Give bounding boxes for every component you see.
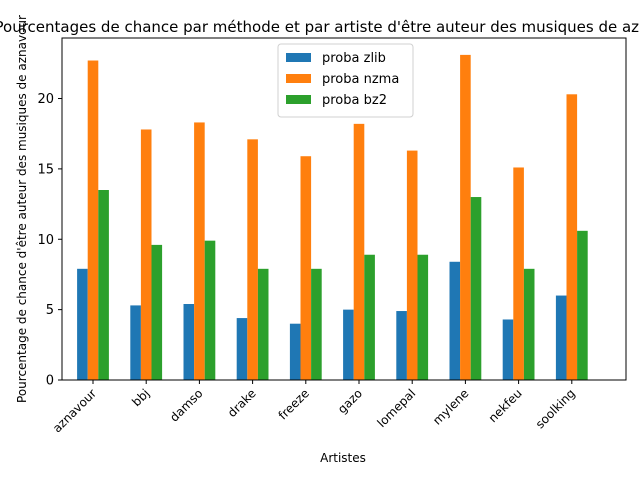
bar-proba-nzma-aznavour	[87, 60, 99, 380]
bar-proba-nzma-bbj	[140, 129, 152, 380]
x-tick-label: soolking	[533, 386, 578, 431]
bar-proba-zlib-soolking	[555, 295, 567, 380]
legend-swatch	[286, 74, 311, 83]
bar-proba-bz2-freeze	[311, 268, 322, 380]
x-tick-label: drake	[225, 386, 259, 420]
legend-swatch	[286, 95, 311, 104]
bar-proba-bz2-gazo	[364, 254, 375, 380]
bar-proba-bz2-soolking	[577, 230, 588, 380]
y-tick-label: 15	[37, 162, 54, 177]
bar-proba-bz2-bbj	[151, 244, 163, 380]
bar-proba-nzma-gazo	[353, 123, 365, 380]
y-tick-label: 10	[37, 233, 54, 248]
x-tick-label: mylene	[430, 386, 471, 427]
bar-proba-bz2-lomepal	[417, 254, 429, 380]
y-axis-label: Pourcentage de chance d'être auteur des …	[15, 15, 29, 403]
x-tick-label: gazo	[335, 386, 365, 416]
bar-proba-bz2-nekfeu	[523, 268, 535, 380]
bar-proba-nzma-freeze	[300, 156, 312, 380]
legend: proba zlib proba nzma proba bz2	[277, 43, 414, 118]
bar-proba-zlib-bbj	[130, 305, 141, 380]
plot-frame	[61, 37, 627, 381]
x-tick-label: bbj	[129, 386, 152, 409]
bar-proba-nzma-damso	[194, 122, 205, 380]
x-axis-label: Artistes	[320, 451, 366, 465]
legend-box	[277, 43, 414, 118]
bars	[77, 54, 588, 381]
x-tick-label: lomepal	[374, 386, 418, 430]
legend-swatch	[286, 53, 311, 62]
bar-proba-zlib-aznavour	[77, 268, 88, 380]
bar-proba-zlib-freeze	[289, 323, 301, 380]
bar-proba-zlib-lomepal	[396, 311, 407, 380]
y-tick-label: 0	[46, 374, 54, 389]
bar-proba-nzma-soolking	[566, 94, 578, 380]
legend-label: proba zlib	[322, 51, 386, 66]
x-tick-label: damso	[167, 386, 205, 424]
x-tick-label: aznavour	[50, 386, 99, 435]
bar-proba-zlib-nekfeu	[502, 319, 514, 380]
y-axis: 0 5 10 15 20	[37, 92, 62, 389]
y-tick-label: 5	[46, 303, 54, 318]
bar-proba-bz2-drake	[257, 268, 269, 380]
bar-proba-zlib-damso	[183, 304, 195, 380]
x-tick-label: nekfeu	[486, 386, 525, 425]
bar-proba-nzma-lomepal	[406, 150, 418, 380]
x-tick-label: freeze	[276, 386, 312, 422]
bar-proba-zlib-drake	[236, 318, 248, 380]
bar-proba-bz2-damso	[204, 240, 216, 380]
bar-proba-nzma-nekfeu	[513, 167, 524, 380]
legend-label: proba nzma	[322, 72, 399, 87]
y-tick-label: 20	[37, 92, 54, 107]
x-axis: aznavour bbj damso drake freeze gazo lomepal my…	[50, 380, 578, 435]
bar-proba-bz2-aznavour	[98, 190, 109, 380]
bar-proba-nzma-drake	[247, 139, 258, 380]
bar-proba-bz2-mylene	[470, 197, 482, 380]
bar-proba-nzma-mylene	[460, 54, 471, 381]
bar-proba-zlib-gazo	[343, 309, 354, 380]
legend-label: proba bz2	[322, 93, 387, 108]
chart-title: Pourcentages de chance par méthode et pa…	[0, 18, 640, 36]
bar-proba-zlib-mylene	[449, 261, 461, 380]
